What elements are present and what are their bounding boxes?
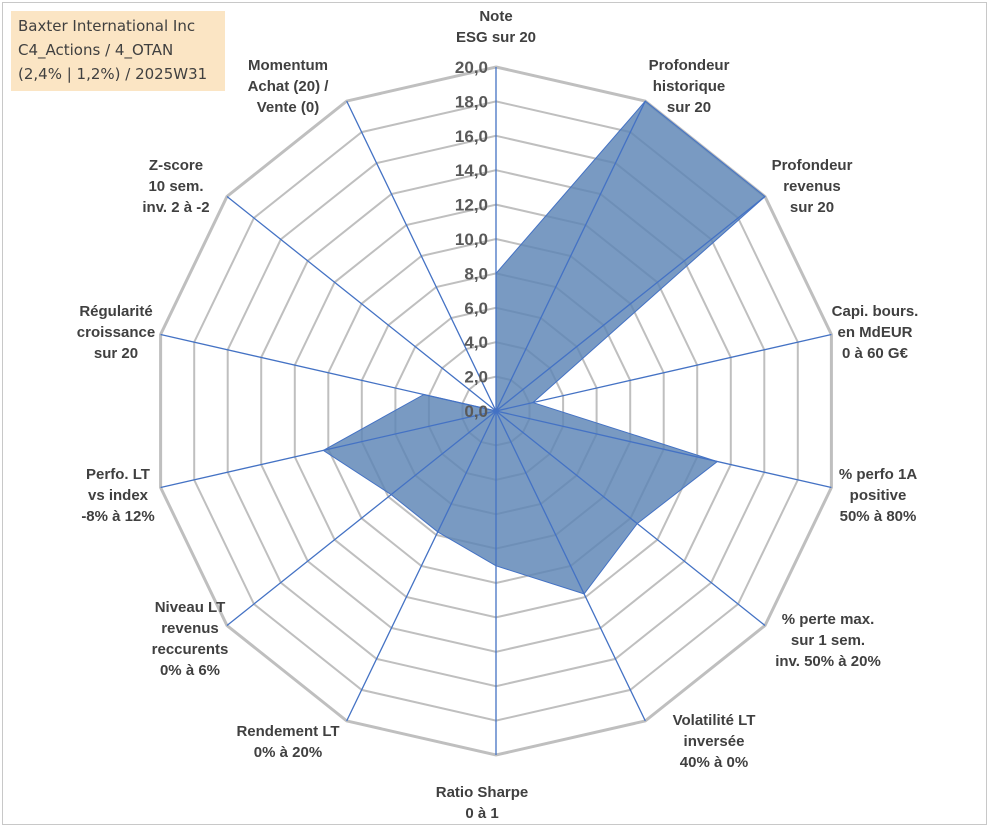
axis-label-2-line-0: Profondeur: [772, 157, 853, 174]
axis-label-6: Volatilité LT inversée 40% à 0%: [673, 712, 756, 771]
axis-label-9-line-3: 0% à 6%: [160, 662, 220, 679]
axis-label-11-line-2: sur 20: [94, 345, 138, 362]
tick-label-2: 4,0: [464, 333, 488, 352]
axis-label-11-line-1: croissance: [77, 324, 155, 341]
spoke-6: [495, 410, 646, 722]
axis-label-1-line-0: Profondeur: [649, 57, 730, 74]
axis-label-7: Ratio Sharpe 0 à 1: [436, 784, 529, 822]
chart-title-line-3: (2,4% | 1,2%) / 2025W31: [18, 65, 208, 83]
axis-label-3-line-2: 0 à 60 G€: [842, 345, 909, 362]
chart-title-box: Baxter International Inc C4_Actions / 4_…: [11, 11, 225, 91]
tick-label-0: 0,0: [464, 402, 488, 421]
axis-label-8-line-0: Rendement LT: [236, 723, 339, 740]
axis-label-3-line-1: en MdEUR: [838, 324, 913, 341]
series-layer: [322, 100, 766, 595]
spoke-2: [495, 195, 766, 412]
axis-label-7-line-0: Ratio Sharpe: [436, 784, 529, 801]
tick-label-8: 16,0: [455, 127, 488, 146]
axis-label-layer: Note ESG sur 20 Profondeur historique sur 20…: [77, 8, 919, 822]
axis-label-12-line-2: inv. 2 à -2: [142, 199, 209, 216]
axis-label-10-line-1: vs index: [88, 487, 149, 504]
spoke-8: [346, 410, 497, 722]
axis-label-0-line-0: Note: [479, 8, 512, 25]
axis-label-8: Rendement LT 0% à 20%: [236, 723, 339, 761]
axis-label-1: Profondeur historique sur 20: [649, 57, 730, 116]
axis-label-12-line-0: Z-score: [149, 157, 203, 174]
axis-label-10-line-2: -8% à 12%: [81, 508, 154, 525]
axis-label-2-line-1: revenus: [783, 178, 841, 195]
axis-label-13-line-1: Achat (20) /: [248, 78, 330, 95]
axis-label-5-line-2: inv. 50% à 20%: [775, 653, 881, 670]
axis-label-4-line-0: % perfo 1A: [839, 466, 918, 483]
axis-label-7-line-1: 0 à 1: [465, 805, 498, 822]
spoke-layer: [160, 67, 832, 755]
axis-label-8-line-1: 0% à 20%: [254, 744, 322, 761]
tick-label-1: 2,0: [464, 368, 488, 387]
axis-label-13-line-0: Momentum: [248, 57, 328, 74]
axis-label-4: % perfo 1A positive 50% à 80%: [839, 466, 918, 525]
axis-label-3: Capi. bours. en MdEUR 0 à 60 G€: [832, 303, 919, 362]
tick-label-5: 10,0: [455, 230, 488, 249]
axis-label-6-line-1: inversée: [684, 733, 745, 750]
axis-label-12: Z-score 10 sem. inv. 2 à -2: [142, 157, 209, 216]
axis-label-9-line-2: reccurents: [152, 641, 229, 658]
axis-label-11-line-0: Régularité: [79, 303, 152, 320]
axis-label-9-line-1: revenus: [161, 620, 219, 637]
spoke-9: [226, 410, 497, 627]
axis-label-1-line-1: historique: [653, 78, 726, 95]
axis-label-13: Momentum Achat (20) / Vente (0): [248, 57, 330, 116]
axis-label-4-line-2: 50% à 80%: [840, 508, 917, 525]
axis-label-13-line-2: Vente (0): [257, 99, 320, 116]
spoke-4: [495, 410, 832, 489]
axis-label-3-line-0: Capi. bours.: [832, 303, 919, 320]
chart-title-line-2: C4_Actions / 4_OTAN: [18, 41, 174, 59]
spoke-11: [160, 333, 497, 412]
axis-label-0-line-1: ESG sur 20: [456, 29, 536, 46]
axis-label-6-line-2: 40% à 0%: [680, 754, 748, 771]
tick-label-6: 12,0: [455, 196, 488, 215]
spoke-1: [495, 100, 646, 412]
axis-label-6-line-0: Volatilité LT: [673, 712, 756, 729]
axis-label-1-line-2: sur 20: [667, 99, 711, 116]
axis-label-10: Perfo. LT vs index -8% à 12%: [81, 466, 154, 525]
spoke-3: [495, 333, 832, 412]
series-area: [322, 100, 766, 595]
axis-label-5-line-1: sur 1 sem.: [791, 632, 865, 649]
axis-label-4-line-1: positive: [850, 487, 907, 504]
spoke-12: [226, 195, 497, 412]
tick-label-7: 14,0: [455, 161, 488, 180]
axis-label-9-line-0: Niveau LT: [155, 599, 226, 616]
chart-title-line-1: Baxter International Inc: [18, 17, 196, 35]
tick-label-layer: 0,0 2,0 4,0 6,0 8,0 10,0 12,0 14,0 16,0 18,0 20,0: [455, 58, 488, 421]
axis-label-12-line-1: 10 sem.: [148, 178, 203, 195]
spoke-13: [346, 100, 497, 412]
tick-label-3: 6,0: [464, 299, 488, 318]
axis-label-5: % perte max. sur 1 sem. inv. 50% à 20%: [775, 611, 881, 670]
axis-label-2: Profondeur revenus sur 20: [772, 157, 853, 216]
tick-label-10: 20,0: [455, 58, 488, 77]
axis-label-0: Note ESG sur 20: [456, 8, 536, 46]
axis-label-2-line-2: sur 20: [790, 199, 834, 216]
spoke-10: [160, 410, 497, 489]
axis-label-5-line-0: % perte max.: [782, 611, 875, 628]
spoke-5: [495, 410, 766, 627]
axis-label-10-line-0: Perfo. LT: [86, 466, 150, 483]
axis-label-9: Niveau LT revenus reccurents 0% à 6%: [152, 599, 229, 679]
axis-label-11: Régularité croissance sur 20: [77, 303, 155, 362]
tick-label-9: 18,0: [455, 92, 488, 111]
tick-label-4: 8,0: [464, 264, 488, 283]
